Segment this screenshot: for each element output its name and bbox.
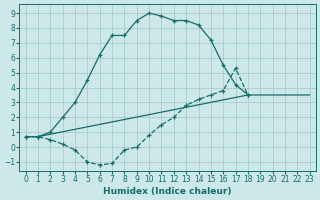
X-axis label: Humidex (Indice chaleur): Humidex (Indice chaleur) (103, 187, 232, 196)
